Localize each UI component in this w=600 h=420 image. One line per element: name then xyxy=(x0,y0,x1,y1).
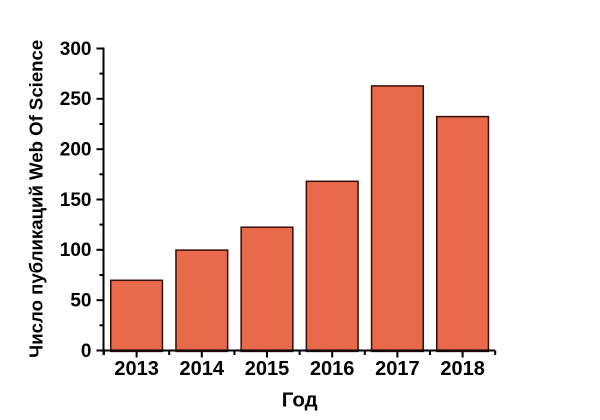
svg-text:2016: 2016 xyxy=(310,358,355,380)
svg-text:2014: 2014 xyxy=(180,358,225,380)
svg-text:150: 150 xyxy=(60,190,92,211)
svg-text:Число публикаций Web Of Scienc: Число публикаций Web Of Science xyxy=(25,40,46,358)
svg-text:250: 250 xyxy=(60,89,92,110)
svg-text:2017: 2017 xyxy=(375,358,420,380)
svg-text:50: 50 xyxy=(70,291,91,312)
svg-text:Год: Год xyxy=(282,388,318,411)
svg-text:2018: 2018 xyxy=(440,358,485,380)
svg-text:100: 100 xyxy=(60,240,92,261)
svg-text:200: 200 xyxy=(60,140,92,161)
svg-text:300: 300 xyxy=(60,39,92,60)
svg-text:2015: 2015 xyxy=(245,358,290,380)
svg-text:2013: 2013 xyxy=(114,358,159,380)
svg-text:0: 0 xyxy=(81,341,92,362)
